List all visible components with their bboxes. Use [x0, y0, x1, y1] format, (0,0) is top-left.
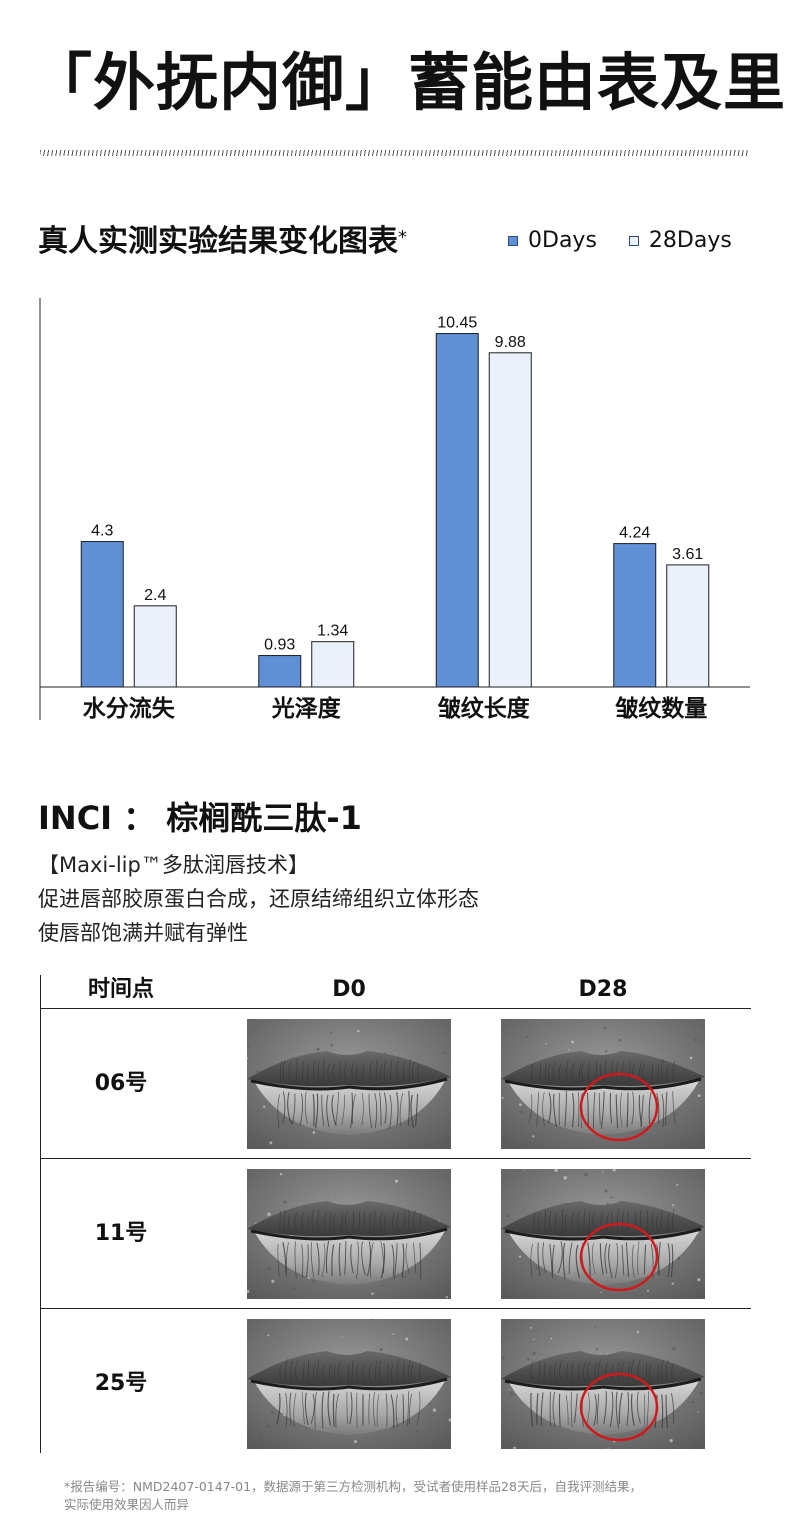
category-label: 皱纹数量	[614, 695, 707, 722]
row-label: 11号	[94, 1221, 148, 1246]
category-label: 光泽度	[271, 695, 342, 722]
table-row: 25号	[41, 1308, 751, 1458]
bar-28days-3	[666, 564, 710, 688]
category-label: 皱纹长度	[437, 695, 531, 722]
bar-0days-3	[613, 543, 657, 688]
desc-line-2: 促进唇部胶原蛋白合成，还原结缔组织立体形态	[38, 887, 479, 911]
data-label: 2.4	[144, 587, 166, 604]
data-label: 4.3	[91, 523, 113, 540]
chart-title: 真人实测实验结果变化图表*	[38, 220, 407, 264]
bar-28days-0	[133, 605, 177, 688]
lip-photo-d0	[247, 1019, 451, 1149]
legend-label-0days: 0Days	[528, 228, 597, 253]
technology-description: 【Maxi-lip™多肽润唇技术】 促进唇部胶原蛋白合成，还原结缔组织立体形态 …	[38, 848, 479, 950]
lip-photo-d28	[501, 1169, 705, 1299]
bar-0days-2	[435, 333, 479, 688]
legend-swatch-0days	[508, 235, 518, 246]
bar-chart: 4.3 2.4 水分流失 0.93 1.34 光泽度 10.45 9.88 皱纹长度 4.24 3.…	[39, 298, 750, 722]
legend-item-28days: 28Days	[628, 228, 732, 253]
footnote: *报告编号：NMD2407-0147-01，数据源于第三方检测机构，受试者使用样…	[64, 1478, 642, 1514]
table-header: 时间点 D0 D28	[41, 975, 751, 1008]
footnote-line-1: *报告编号：NMD2407-0147-01，数据源于第三方检测机构，受试者使用样…	[64, 1479, 642, 1494]
lip-photo-d0	[247, 1169, 451, 1299]
row-label: 25号	[94, 1371, 148, 1396]
dashed-divider	[40, 150, 750, 156]
data-label: 9.88	[495, 334, 526, 351]
inci-heading: INCI ： 棕榈酰三肽-1	[38, 799, 362, 837]
header-d28: D28	[578, 977, 628, 1002]
row-label: 06号	[94, 1071, 148, 1096]
chart-legend: 0Days 28Days	[508, 228, 732, 253]
legend-label-28days: 28Days	[648, 228, 732, 253]
bar-28days-1	[311, 641, 355, 688]
data-label: 10.45	[437, 315, 477, 332]
data-label: 0.93	[264, 637, 295, 654]
header-d0: D0	[332, 977, 366, 1002]
header-timepoint: 时间点	[87, 977, 154, 1002]
legend-swatch-28days	[628, 235, 639, 246]
desc-line-1: 【Maxi-lip™多肽润唇技术】	[38, 853, 309, 877]
lip-photo-d28	[501, 1319, 705, 1449]
data-label: 3.61	[672, 546, 703, 563]
lip-photo-d28	[501, 1019, 705, 1149]
table-row: 06号	[41, 1008, 751, 1158]
footnote-line-2: 实际使用效果因人而异	[64, 1497, 190, 1512]
data-label: 1.34	[317, 623, 348, 640]
bar-0days-1	[258, 655, 302, 688]
bar-0days-0	[80, 541, 124, 688]
chart-title-mark: *	[398, 227, 407, 248]
headline: 「外抚内御」蓄能由表及里	[30, 46, 787, 119]
desc-line-3: 使唇部饱满并赋有弹性	[38, 921, 248, 945]
data-label: 4.24	[619, 525, 650, 542]
bar-28days-2	[488, 352, 532, 688]
lip-photo-d0	[247, 1319, 451, 1449]
table-row: 11号	[41, 1158, 751, 1308]
chart-title-text: 真人实测实验结果变化图表	[38, 224, 398, 259]
legend-item-0days: 0Days	[508, 228, 597, 253]
comparison-table: 时间点 D0 D28 06号	[40, 975, 751, 1453]
category-label: 水分流失	[83, 695, 176, 722]
